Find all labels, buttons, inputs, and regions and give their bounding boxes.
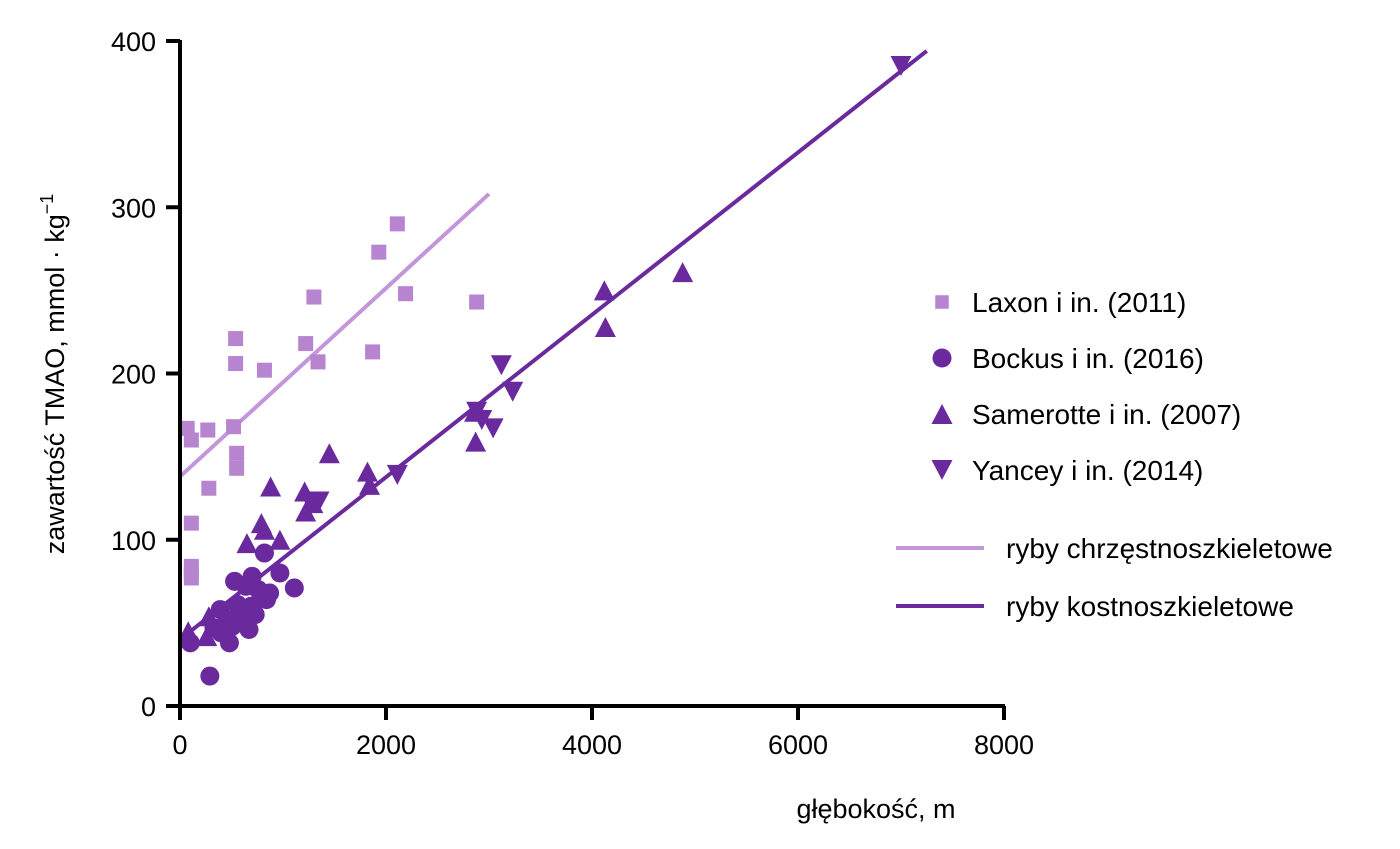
data-point-square <box>298 336 314 352</box>
data-point-square <box>179 420 195 436</box>
data-point-square <box>398 286 414 302</box>
y-tick-label: 400 <box>111 27 156 57</box>
y-axis-title: zawartość TMAO, mmol · kg−1 <box>37 194 70 555</box>
data-point-triangle-up <box>359 474 381 495</box>
y-axis-title-superscript: −1 <box>37 194 57 215</box>
y-axis-title-main: zawartość TMAO, mmol · kg <box>40 214 70 554</box>
data-point-triangle-up <box>318 443 340 464</box>
data-points <box>177 55 912 686</box>
fit-line-ryby-kostnoszkieletowe <box>178 49 928 642</box>
data-point-circle <box>200 666 220 686</box>
data-point-square <box>183 432 199 448</box>
data-point-square <box>389 216 405 232</box>
legend-label-ryby-chrz-stnoszkieletowe: ryby chrzęstnoszkieletowe <box>1006 533 1333 564</box>
data-point-square <box>229 460 245 476</box>
data-point-square <box>201 480 217 496</box>
data-point-triangle-up <box>198 606 220 627</box>
data-point-circle <box>245 605 265 625</box>
data-point-triangle-down <box>386 464 408 485</box>
data-point-triangle-down <box>308 491 330 512</box>
legend-marker-triangle-down <box>931 460 953 480</box>
data-point-square <box>226 419 242 435</box>
data-point-circle <box>270 563 290 583</box>
data-point-triangle-up <box>672 262 694 283</box>
data-point-triangle-down <box>490 355 512 376</box>
data-point-circle <box>260 583 280 603</box>
data-point-circle <box>239 620 259 640</box>
data-point-square <box>200 422 216 438</box>
x-tick-label: 6000 <box>768 730 828 760</box>
data-point-square <box>229 445 245 461</box>
data-point-triangle-up <box>465 431 487 452</box>
data-point-triangle-up <box>253 519 275 540</box>
y-tick-label: 100 <box>111 526 156 556</box>
data-point-square <box>183 515 199 531</box>
legend-label-samerotte-i-in-2007: Samerotte i in. (2007) <box>972 399 1241 430</box>
data-point-square <box>256 362 272 378</box>
legend-marker-square <box>935 295 949 309</box>
y-tick-label: 200 <box>111 360 156 390</box>
data-point-triangle-down <box>890 55 912 76</box>
data-point-triangle-up <box>356 461 378 482</box>
x-tick-label: 0 <box>172 730 187 760</box>
legend-marker-circle <box>932 348 952 368</box>
series-laxon-i-in-2011 <box>179 216 485 586</box>
data-point-square <box>371 244 387 260</box>
data-point-triangle-up <box>236 533 258 554</box>
data-point-square <box>228 356 244 372</box>
data-point-circle <box>284 578 304 598</box>
data-point-triangle-up <box>260 476 282 497</box>
axes <box>178 40 1005 708</box>
data-point-square <box>228 331 244 347</box>
x-tick-label: 8000 <box>974 730 1034 760</box>
legend: Laxon i in. (2011) Bockus i in. (2016) Sam… <box>896 287 1333 622</box>
legend-label-yancey-i-in-2014: Yancey i in. (2014) <box>972 455 1203 486</box>
data-point-square <box>310 354 326 370</box>
y-tick-label: 0 <box>141 692 156 722</box>
series-yancey-i-in-2014 <box>299 55 912 512</box>
legend-label-laxon-i-in-2011: Laxon i in. (2011) <box>972 287 1186 318</box>
data-point-circle <box>254 543 274 563</box>
x-tick-label: 2000 <box>356 730 416 760</box>
data-point-triangle-up <box>196 626 218 647</box>
legend-marker-triangle-up <box>931 404 953 424</box>
x-axis-title: głębokość, m <box>796 794 955 824</box>
data-point-triangle-up <box>177 621 199 642</box>
legend-label-bockus-i-in-2016: Bockus i in. (2016) <box>972 343 1204 374</box>
data-point-triangle-up <box>594 316 616 337</box>
data-point-triangle-up <box>593 280 615 301</box>
legend-label-ryby-kostnoszkieletowe: ryby kostnoszkieletowe <box>1006 591 1294 622</box>
data-point-triangle-down <box>502 381 524 402</box>
data-point-triangle-down <box>482 418 504 439</box>
axis-ticks: 0 2000 4000 6000 8000 0 100 200 300 400 <box>111 27 1034 760</box>
data-point-triangle-down <box>471 410 493 431</box>
data-point-square <box>469 294 485 310</box>
data-point-square <box>183 570 199 586</box>
fit-lines <box>178 49 928 642</box>
data-point-square <box>306 289 322 305</box>
y-tick-label: 300 <box>111 193 156 223</box>
data-point-circle <box>219 633 239 653</box>
data-point-triangle-up <box>269 529 291 550</box>
data-point-square <box>365 344 381 360</box>
series-bockus-i-in-2016 <box>180 543 304 686</box>
x-tick-label: 4000 <box>562 730 622 760</box>
